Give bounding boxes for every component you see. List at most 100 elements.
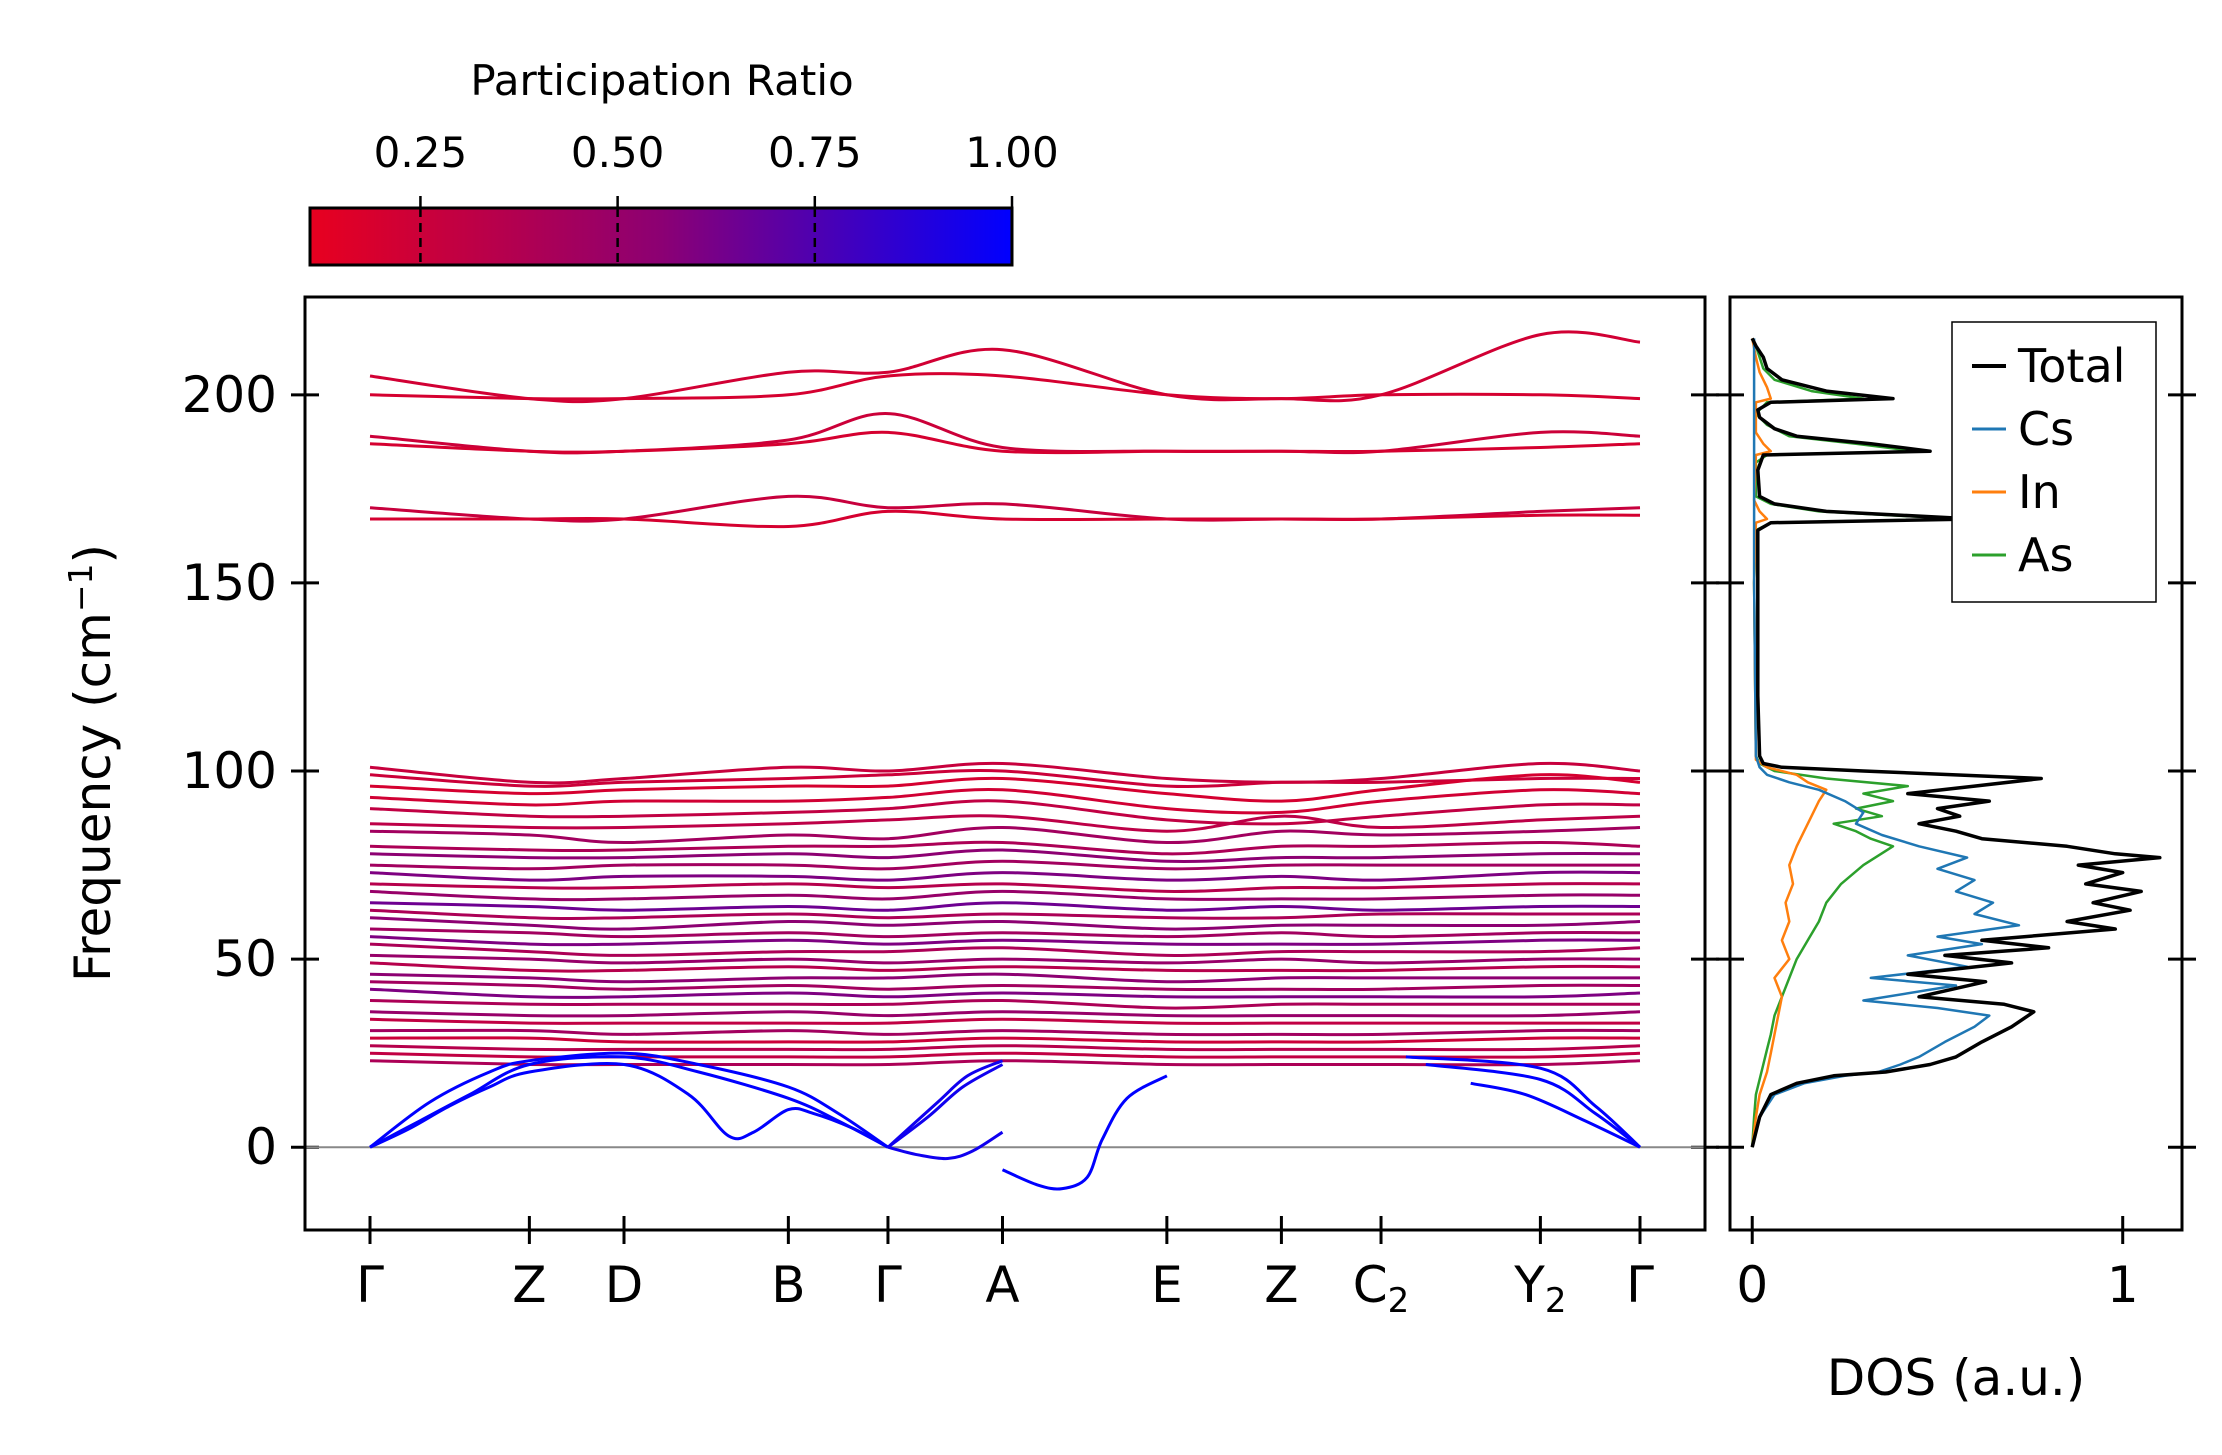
kpoint-label-main: E <box>1151 1256 1183 1314</box>
optical-band <box>369 935 1641 947</box>
acoustic-band <box>1405 1055 1642 1149</box>
acoustic-band <box>887 1063 1004 1149</box>
y-axis-label-main: Frequency (cm <box>64 612 122 982</box>
kpoint-label: A <box>985 1256 1019 1314</box>
kpoint-label-subscript: 2 <box>1388 1281 1410 1321</box>
colorbar-tick-label: 0.75 <box>768 128 862 177</box>
kpoint-label: Y2 <box>1513 1256 1566 1321</box>
y-tick-label: 0 <box>245 1118 277 1176</box>
optical-band <box>369 987 1641 999</box>
optical-band <box>369 870 1641 882</box>
colorbar-tick-label: 1.00 <box>965 128 1059 177</box>
legend-label: Total <box>2017 339 2125 393</box>
colorbar-title: Participation Ratio <box>470 56 853 105</box>
band-x-axis-ticks: Γ Z D B Γ A E Z C2 Y2 Γ <box>356 1216 1654 1321</box>
y-tick-label: 50 <box>213 930 277 988</box>
acoustic-band <box>1470 1081 1641 1149</box>
optical-band <box>369 412 1641 455</box>
optical-band <box>369 1010 1641 1018</box>
optical-band <box>369 799 1641 826</box>
kpoint-label: Z <box>1264 1256 1298 1314</box>
optical-band <box>369 889 1641 902</box>
kpoint-label: Γ <box>874 1256 902 1314</box>
optical-band <box>369 953 1641 965</box>
optical-band <box>370 509 1641 529</box>
kpoint-label-main: Z <box>1264 1256 1298 1314</box>
optical-band <box>369 814 1641 833</box>
optical-band <box>369 761 1641 785</box>
optical-band <box>369 980 1641 992</box>
dos-series <box>1750 337 2162 1148</box>
optical-band <box>369 859 1640 871</box>
optical-band <box>369 1036 1641 1044</box>
kpoint-label: E <box>1151 1256 1183 1314</box>
kpoint-label: D <box>605 1256 644 1314</box>
dos-x-tick-label: 0 <box>1736 1256 1768 1314</box>
acoustic-band <box>369 1051 889 1149</box>
kpoint-label-main: Γ <box>1626 1256 1654 1314</box>
kpoint-label-main: Y <box>1513 1256 1545 1314</box>
optical-band <box>369 927 1641 939</box>
acoustic-band <box>369 1055 889 1149</box>
optical-band <box>369 972 1640 984</box>
band-y-axis-ticks: 0 50 100 150 200 <box>182 366 1719 1176</box>
kpoint-label: Z <box>512 1256 546 1314</box>
optical-band <box>369 330 1641 404</box>
optical-band <box>369 372 1641 401</box>
y-axis-label-superscript: −1 <box>61 563 100 612</box>
optical-band <box>369 430 1641 455</box>
optical-band <box>369 1017 1640 1025</box>
y-axis-label: Frequency (cm−1) <box>61 544 122 982</box>
optical-band <box>369 998 1640 1010</box>
optical-band <box>369 901 1641 912</box>
band-plot-frame <box>303 295 1707 1232</box>
optical-band <box>369 769 1641 789</box>
kpoint-label-main: Γ <box>356 1256 384 1314</box>
dos-line-in <box>1750 338 1828 1148</box>
kpoint-label: Γ <box>356 1256 384 1314</box>
phonon-bands <box>369 330 1642 1191</box>
y-tick-label: 150 <box>182 554 277 612</box>
y-tick-label: 200 <box>182 366 277 424</box>
optical-band <box>369 1028 1641 1037</box>
optical-band <box>369 882 1641 893</box>
optical-band <box>369 961 1641 973</box>
acoustic-band <box>886 1059 1004 1149</box>
optical-band <box>369 788 1641 815</box>
optical-band <box>369 1044 1641 1052</box>
colorbar-ticks: 0.25 0.50 0.75 1.00 <box>374 128 1059 265</box>
kpoint-label-subscript: 2 <box>1545 1281 1567 1321</box>
optical-band <box>369 773 1641 803</box>
kpoint-label: B <box>771 1256 805 1314</box>
kpoint-label: Γ <box>1626 1256 1654 1314</box>
acoustic-band <box>1001 1074 1168 1191</box>
dos-x-axis-label: DOS (a.u.) <box>1827 1349 2086 1407</box>
kpoint-label: C2 <box>1353 1256 1410 1321</box>
dos-line-total <box>1750 337 2162 1148</box>
acoustic-band <box>1425 1063 1641 1149</box>
dos-x-tick-label: 1 <box>2107 1256 2139 1314</box>
kpoint-label-main: B <box>771 1256 805 1314</box>
dos-line-as <box>1750 337 1961 1148</box>
colorbar-gradient <box>308 206 1014 267</box>
optical-band <box>369 908 1640 920</box>
y-axis-label-close: ) <box>64 544 122 564</box>
kpoint-label-main: A <box>985 1256 1019 1314</box>
acoustic-band <box>887 1130 1004 1161</box>
optical-band <box>369 942 1641 957</box>
y-tick-label: 100 <box>182 742 277 800</box>
optical-band <box>369 916 1641 931</box>
kpoint-label-main: D <box>605 1256 644 1314</box>
colorbar-tick-label: 0.50 <box>571 128 665 177</box>
dos-panel: 0 1 DOS (a.u.) Total Cs In As <box>1716 295 2196 1407</box>
optical-band <box>369 825 1641 845</box>
legend-label: Cs <box>2018 402 2074 456</box>
legend-label: In <box>2018 465 2061 519</box>
colorbar: Participation Ratio 0.25 0.50 0.75 1.00 <box>308 56 1059 267</box>
dos-line-cs <box>1750 338 2021 1148</box>
legend-label: As <box>2018 528 2073 582</box>
colorbar-tick-label: 0.25 <box>374 128 468 177</box>
optical-band <box>369 848 1641 864</box>
